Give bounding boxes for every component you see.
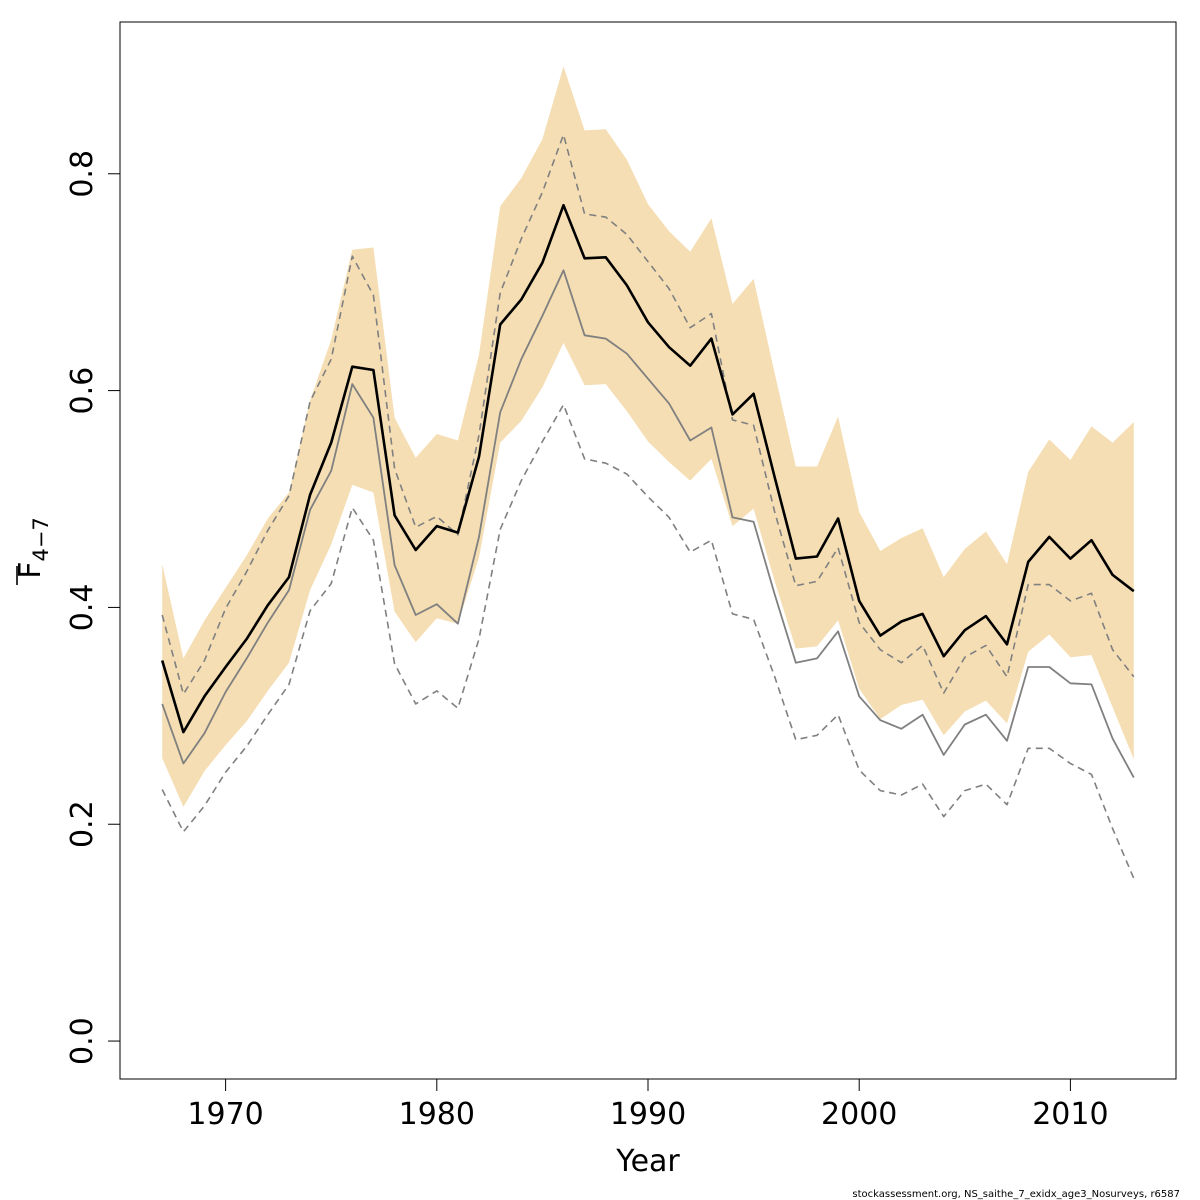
x-tick-label: 2000 [821, 1097, 897, 1132]
x-axis-title: Year [615, 1144, 680, 1179]
y-tick-label: 0.6 [65, 367, 100, 415]
y-tick-label: 0.2 [65, 800, 100, 848]
footer-credit: stockassessment.org, NS_saithe_7_exidx_a… [852, 1189, 1180, 1200]
confidence-band-layer [162, 66, 1134, 807]
y-tick-label: 0.4 [65, 584, 100, 632]
svg-text:F4−7: F4−7 [13, 517, 53, 579]
x-tick-label: 1970 [187, 1097, 263, 1132]
x-tick-label: 1990 [610, 1097, 686, 1132]
x-axis: 1970 1980 1990 2000 2010 [187, 1078, 1109, 1132]
estimate-line [160, 203, 1135, 734]
other-run-lower-line [161, 403, 1135, 879]
x-tick-label: 2010 [1032, 1097, 1108, 1132]
other-run-estimate-line [161, 269, 1135, 779]
y-axis-title-main: F [13, 562, 48, 579]
y-axis-title-subscript: 4−7 [29, 517, 53, 561]
x-tick-label: 1980 [399, 1097, 475, 1132]
y-axis-title: F4−7 [13, 517, 53, 585]
series-lines-layer [160, 133, 1135, 879]
other-run-upper-line [161, 133, 1135, 695]
confidence-band [162, 66, 1134, 807]
y-tick-label: 0.8 [65, 150, 100, 198]
y-tick-label: 0.0 [65, 1017, 100, 1065]
y-axis: 0.0 0.2 0.4 0.6 0.8 [65, 150, 121, 1065]
